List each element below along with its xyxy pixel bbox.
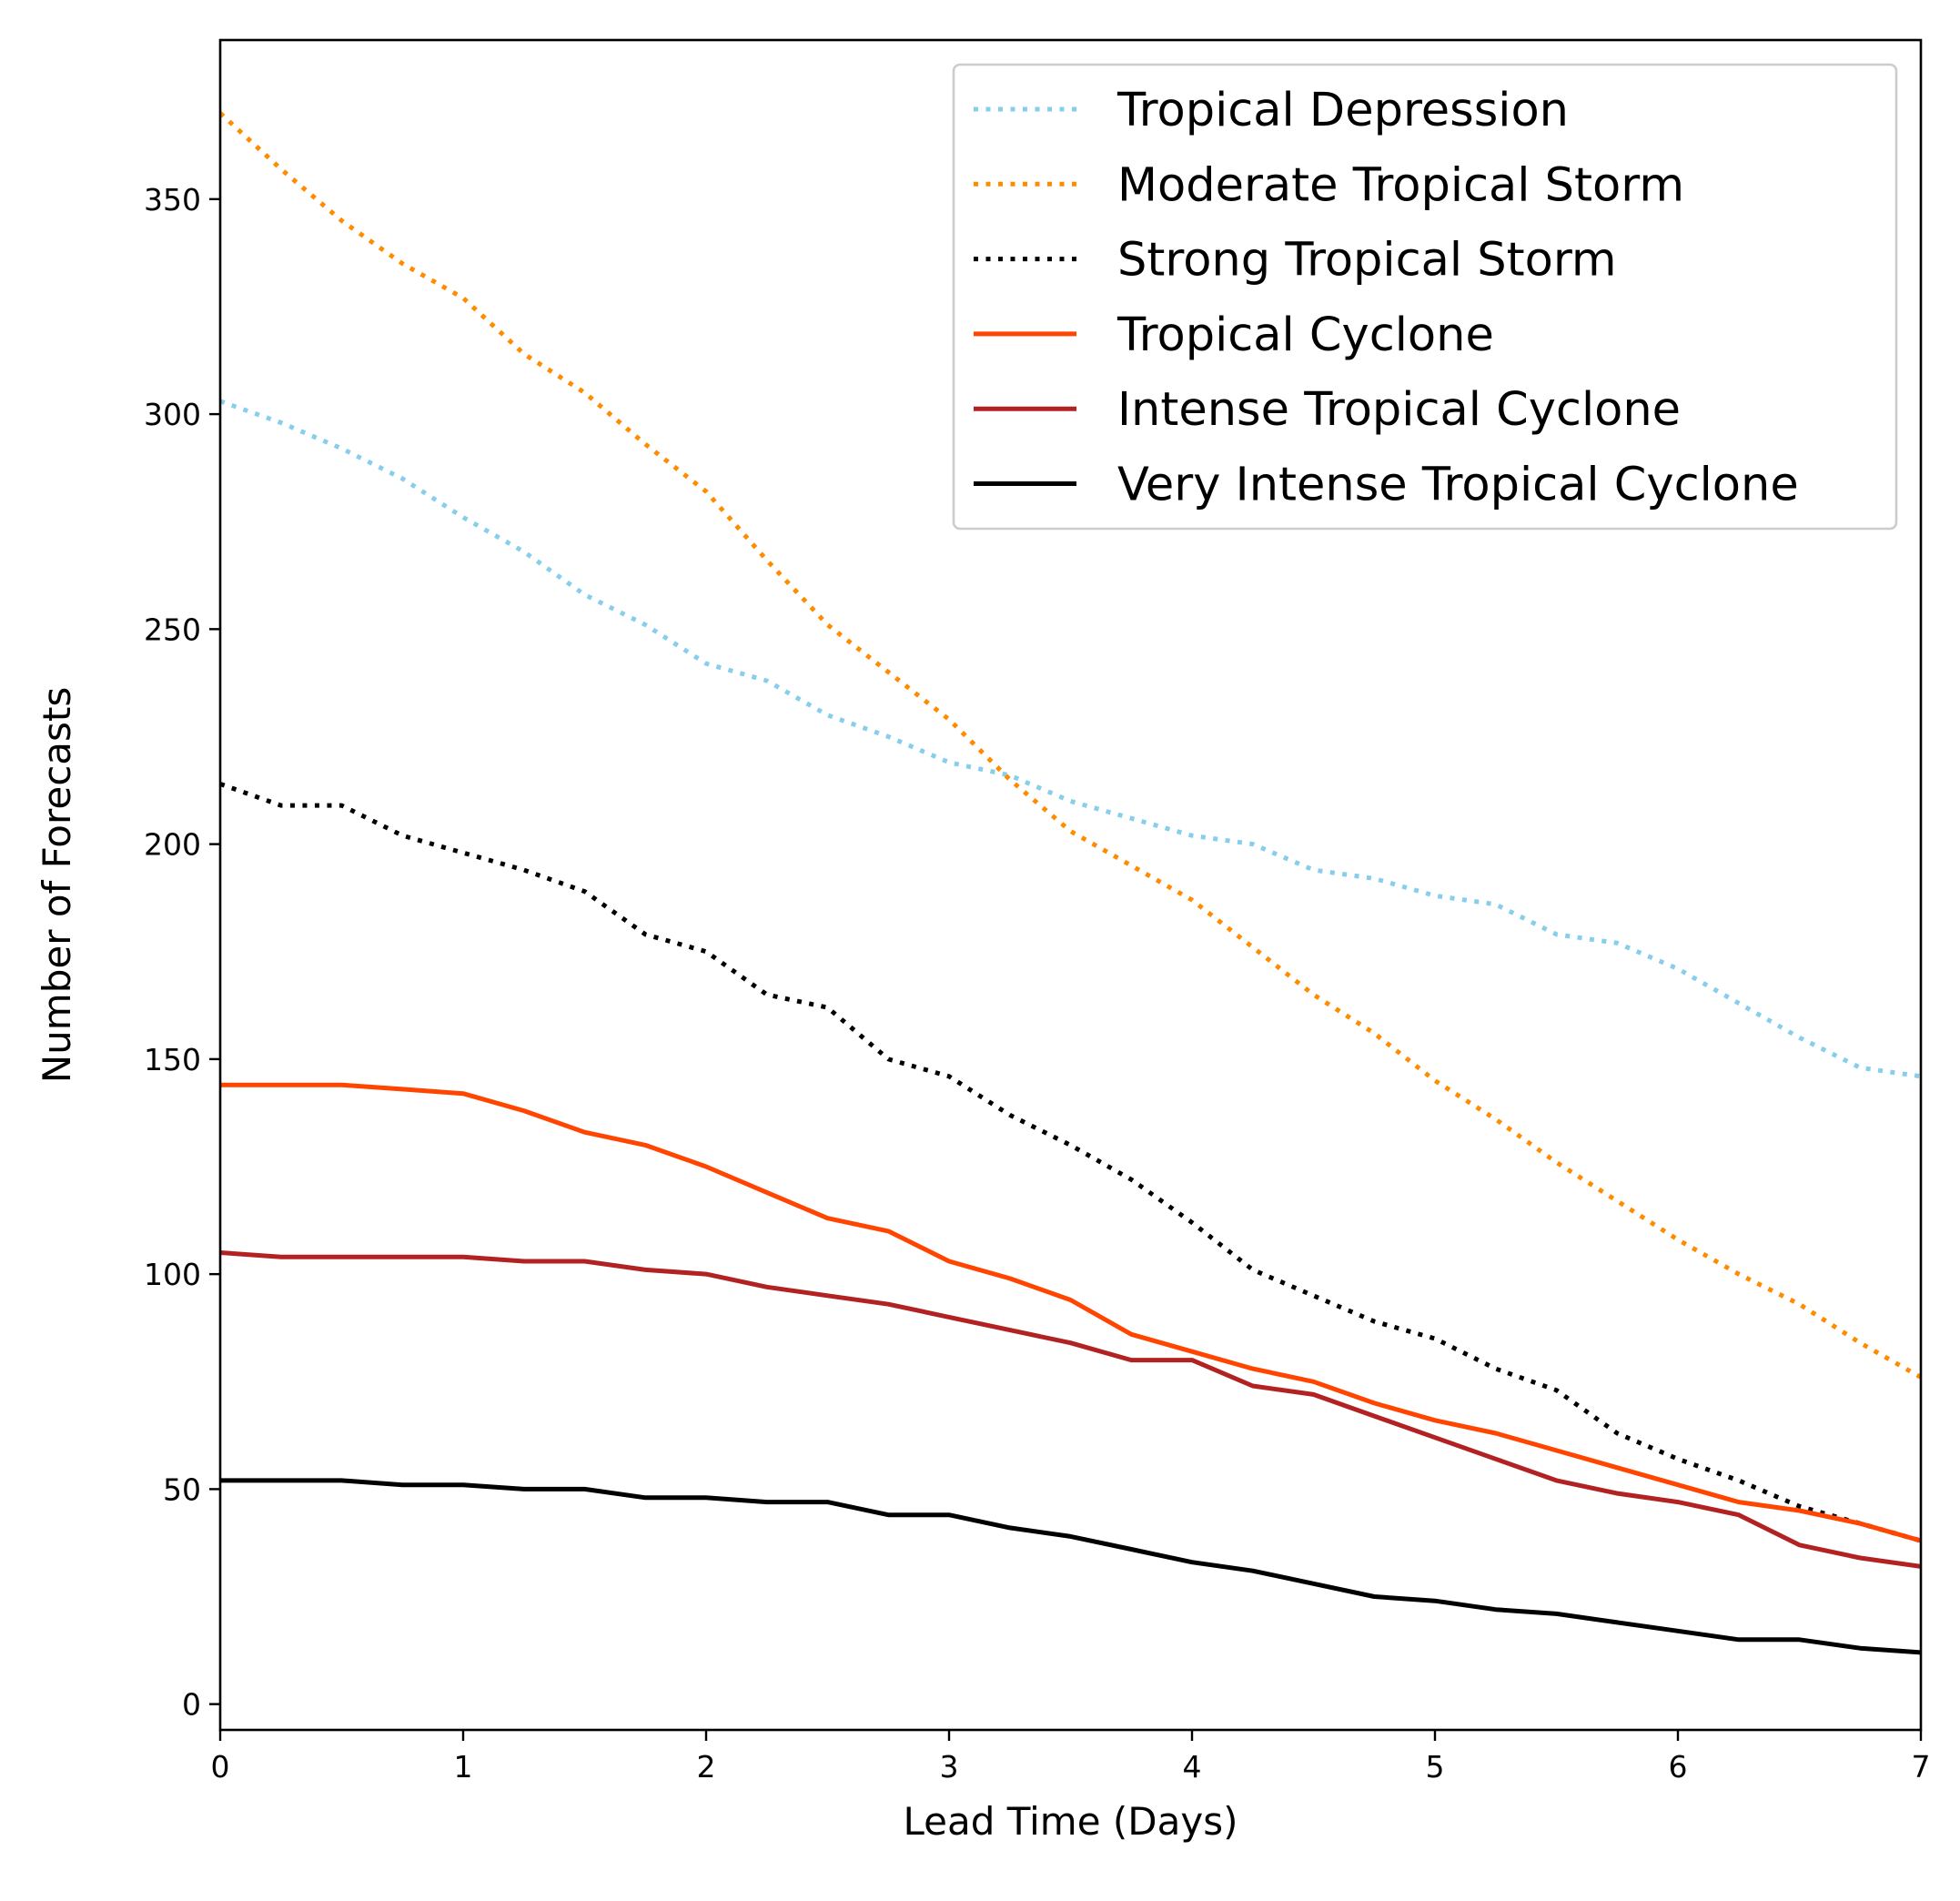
legend-label: Intense Tropical Cyclone — [1117, 383, 1681, 437]
x-tick-label: 3 — [940, 1749, 959, 1785]
legend: Tropical Depression Moderate Tropical Sto… — [952, 63, 1898, 531]
series-line-5 — [220, 1250, 1921, 1569]
x-tick-label: 6 — [1669, 1749, 1688, 1785]
x-tick-label: 2 — [697, 1749, 716, 1785]
series-line-6 — [220, 1478, 1921, 1655]
y-axis-title: Number of Forecasts — [35, 687, 79, 1084]
legend-label: Tropical Depression — [1116, 84, 1569, 137]
axes-frame — [218, 38, 1923, 1732]
x-axis-title: Lead Time (Days) — [904, 1799, 1238, 1844]
y-tick-label: 150 — [144, 1042, 201, 1077]
legend-label: Very Intense Tropical Cyclone — [1117, 459, 1799, 512]
y-tick-label: 350 — [144, 182, 201, 217]
x-tick-label: 5 — [1426, 1749, 1445, 1785]
legend-box — [952, 63, 1898, 531]
series-line-4 — [220, 1082, 1921, 1543]
y-tick-label: 200 — [144, 827, 201, 863]
series-line-1 — [220, 399, 1921, 1079]
legend-label: Strong Tropical Storm — [1117, 234, 1617, 288]
y-tick-label: 250 — [144, 612, 201, 647]
legend-label: Moderate Tropical Storm — [1117, 158, 1684, 212]
y-tick-label: 300 — [144, 397, 201, 432]
axes: 0 1 2 3 4 5 6 7 0 50 100 150 200 250 300 350 — [144, 38, 1931, 1785]
series-line-3 — [220, 782, 1921, 1543]
plot-area — [220, 111, 1921, 1655]
y-tick-label: 0 — [182, 1687, 201, 1723]
x-tick-label: 1 — [454, 1749, 473, 1785]
y-tick-label: 50 — [163, 1471, 201, 1507]
x-tick-label: 4 — [1183, 1749, 1202, 1785]
y-tick-label: 100 — [144, 1257, 201, 1292]
x-tick-label: 0 — [211, 1749, 230, 1785]
legend-label: Tropical Cyclone — [1116, 308, 1494, 362]
x-tick-label: 7 — [1912, 1749, 1931, 1785]
